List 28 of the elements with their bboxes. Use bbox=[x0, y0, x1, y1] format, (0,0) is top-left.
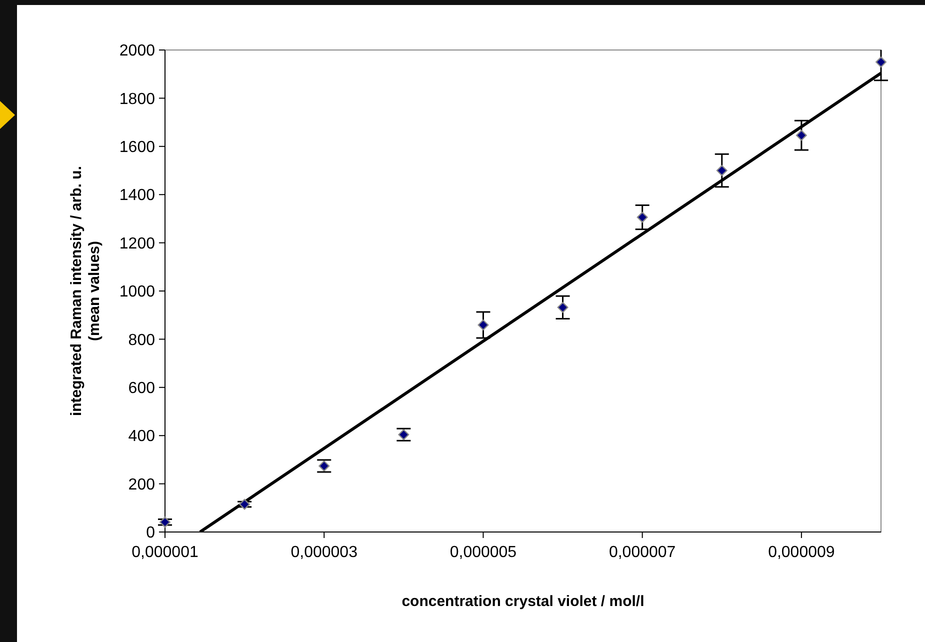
y-tick-label: 1400 bbox=[119, 187, 156, 204]
y-tick-label: 600 bbox=[128, 380, 156, 397]
y-tick-label: 1800 bbox=[119, 90, 156, 108]
x-axis-title: concentration crystal violet / mol/l bbox=[402, 593, 644, 610]
y-tick-label: 200 bbox=[128, 476, 156, 494]
y-tick-label: 1200 bbox=[119, 235, 156, 252]
y-axis-title: integrated Raman intensity / arb. u. (mean values) bbox=[68, 166, 103, 416]
y-tick-label: 400 bbox=[128, 428, 156, 446]
point bbox=[876, 56, 886, 68]
point bbox=[398, 429, 410, 440]
point bbox=[478, 320, 489, 330]
x-tick-label: 0,000005 bbox=[450, 544, 517, 561]
point bbox=[636, 212, 648, 223]
x-tick-label: 0,000007 bbox=[608, 544, 676, 561]
x-tick-label: 0,000003 bbox=[290, 544, 358, 561]
point bbox=[557, 302, 568, 313]
y-tick-label: 0 bbox=[146, 524, 156, 542]
point bbox=[318, 460, 330, 472]
y-tick-label: 1600 bbox=[119, 139, 156, 156]
point bbox=[160, 516, 170, 528]
x-tick-label: 0,000001 bbox=[132, 544, 198, 561]
y-tick-label: 2000 bbox=[119, 42, 156, 60]
point bbox=[716, 165, 728, 176]
point bbox=[239, 498, 250, 510]
y-tick-label: 800 bbox=[128, 332, 156, 349]
y-tick-label: 1000 bbox=[119, 284, 156, 301]
point bbox=[796, 130, 807, 141]
x-tick-label: 0,000009 bbox=[768, 544, 835, 561]
